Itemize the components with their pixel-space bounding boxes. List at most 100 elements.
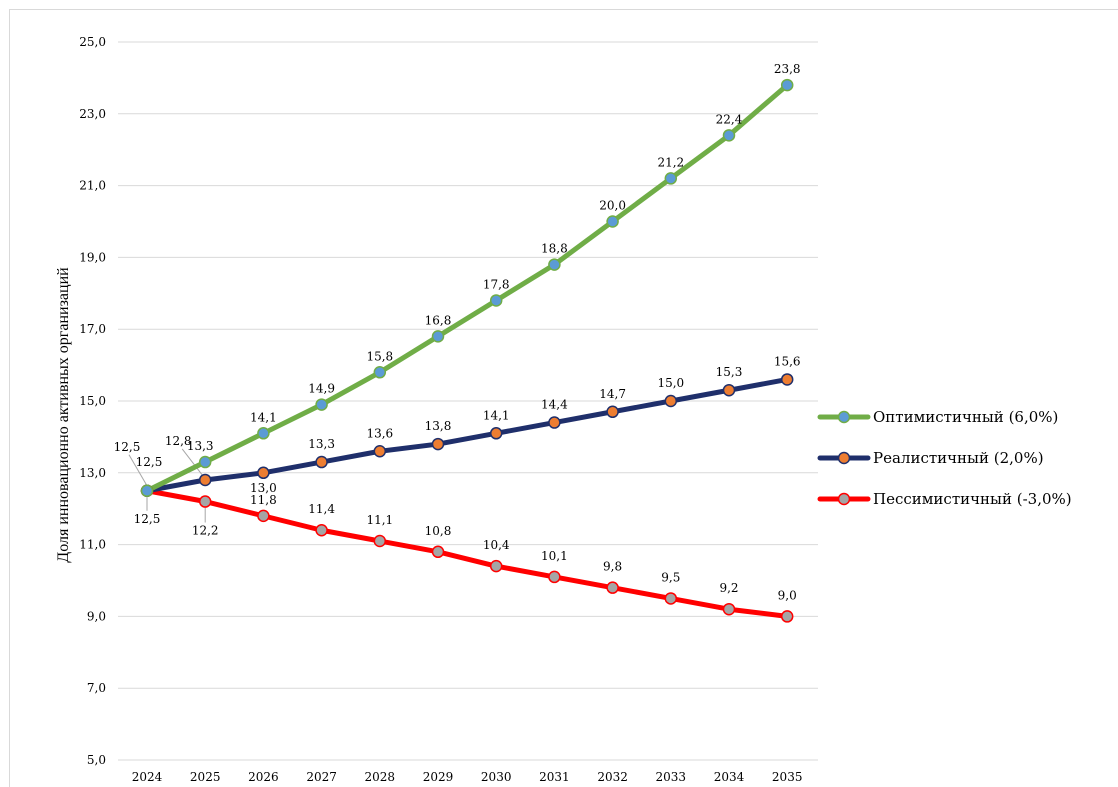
data-label: 11,8 <box>250 493 277 507</box>
data-label: 13,0 <box>250 481 277 495</box>
data-label: 18,8 <box>541 242 568 256</box>
x-tick-label: 2032 <box>597 770 628 784</box>
x-tick-label: 2027 <box>306 770 337 784</box>
y-tick-label: 15,0 <box>79 394 106 408</box>
data-label: 16,8 <box>425 313 452 327</box>
data-label: 14,9 <box>308 382 335 396</box>
series-line <box>144 376 790 494</box>
data-point <box>257 466 270 480</box>
data-label: 14,1 <box>250 410 277 424</box>
data-label: 12,5 <box>136 455 163 469</box>
data-point <box>606 215 619 228</box>
data-point <box>548 570 561 584</box>
x-tick-label: 2024 <box>132 770 163 784</box>
x-axis-ticks: 2024 2025 2026 2027 2028 2029 2030 2031 2032 2033… <box>132 770 803 784</box>
data-label: 9,5 <box>661 570 680 584</box>
data-label: 12,5 <box>114 440 141 454</box>
data-point <box>373 445 387 458</box>
data-label: 14,1 <box>483 408 510 422</box>
x-tick-label: 2030 <box>481 770 512 784</box>
data-point <box>373 366 387 379</box>
legend-label: Оптимистичный (6,0%) <box>873 408 1058 426</box>
data-label: 14,7 <box>599 387 626 401</box>
data-point <box>780 78 794 92</box>
y-tick-label: 19,0 <box>79 250 106 264</box>
data-label: 14,4 <box>541 398 568 412</box>
data-label: 11,1 <box>366 513 393 527</box>
y-tick-label: 9,0 <box>87 609 106 623</box>
legend-swatch-marker <box>837 410 851 424</box>
x-tick-label: 2034 <box>714 770 745 784</box>
data-point <box>431 437 445 451</box>
data-label: 23,8 <box>774 62 801 76</box>
data-point <box>315 455 328 469</box>
legend: Оптимистичный (6,0%) Реалистичный (2,0%) П… <box>817 408 1072 508</box>
y-tick-label: 23,0 <box>79 107 106 121</box>
data-point <box>257 509 270 523</box>
data-label: 22,4 <box>716 112 743 126</box>
x-tick-label: 2031 <box>539 770 570 784</box>
data-label: 13,8 <box>425 419 452 433</box>
series-lines <box>144 82 790 619</box>
series-line <box>144 488 790 619</box>
label-leader-lines <box>128 448 206 523</box>
data-label: 9,0 <box>778 588 797 602</box>
data-point <box>780 610 794 623</box>
data-point <box>489 427 503 440</box>
y-tick-label: 21,0 <box>79 179 106 193</box>
legend-swatch-marker <box>837 492 851 506</box>
data-point <box>373 534 387 548</box>
data-point <box>198 495 212 508</box>
data-point <box>722 383 736 397</box>
data-label: 15,0 <box>657 376 684 390</box>
data-point <box>664 172 678 185</box>
data-point <box>140 484 154 497</box>
x-tick-label: 2025 <box>190 770 221 784</box>
data-point <box>489 559 503 573</box>
data-label: 12,5 <box>134 512 161 526</box>
data-point <box>664 592 678 605</box>
y-axis-ticks: 5,0 7,0 9,0 11,0 13,0 15,0 17,0 19,0 21,0 23,0 25,… <box>79 35 106 767</box>
legend-label: Реалистичный (2,0%) <box>873 449 1044 467</box>
leader-line <box>128 454 148 487</box>
data-point <box>257 427 270 440</box>
x-tick-label: 2035 <box>772 770 803 784</box>
data-point <box>431 330 445 343</box>
data-point <box>198 473 212 487</box>
data-label: 9,8 <box>603 560 622 574</box>
data-label: 20,0 <box>599 199 626 213</box>
data-label: 10,4 <box>483 538 510 552</box>
data-label: 15,6 <box>774 354 801 368</box>
data-point <box>548 416 561 429</box>
legend-swatch-marker <box>837 451 851 465</box>
x-tick-label: 2029 <box>423 770 454 784</box>
data-point <box>489 294 503 307</box>
data-point <box>780 373 794 386</box>
data-label: 10,8 <box>425 524 452 538</box>
chart-frame <box>9 9 1118 787</box>
legend-label: Пессимистичный (-3,0%) <box>873 490 1072 508</box>
data-label: 17,8 <box>483 277 510 291</box>
data-point <box>315 523 328 537</box>
y-axis-label: Доля инновационно активных организаций <box>55 267 72 563</box>
data-label: 13,6 <box>366 426 393 440</box>
data-point <box>722 129 736 142</box>
data-label: 13,3 <box>187 439 214 453</box>
data-label: 15,8 <box>366 349 393 363</box>
data-label: 12,8 <box>165 434 192 448</box>
data-point <box>548 258 561 271</box>
data-label: 11,4 <box>308 502 335 516</box>
data-point <box>315 398 328 411</box>
y-tick-label: 5,0 <box>87 753 106 767</box>
gridlines <box>118 41 818 761</box>
data-point <box>722 602 736 616</box>
data-label: 21,2 <box>657 155 684 169</box>
x-tick-label: 2033 <box>656 770 687 784</box>
x-tick-label: 2028 <box>365 770 396 784</box>
data-point <box>431 545 445 559</box>
data-label: 9,2 <box>719 581 738 595</box>
series-markers <box>140 78 794 623</box>
data-label: 13,3 <box>308 437 335 451</box>
y-tick-label: 11,0 <box>79 538 106 552</box>
